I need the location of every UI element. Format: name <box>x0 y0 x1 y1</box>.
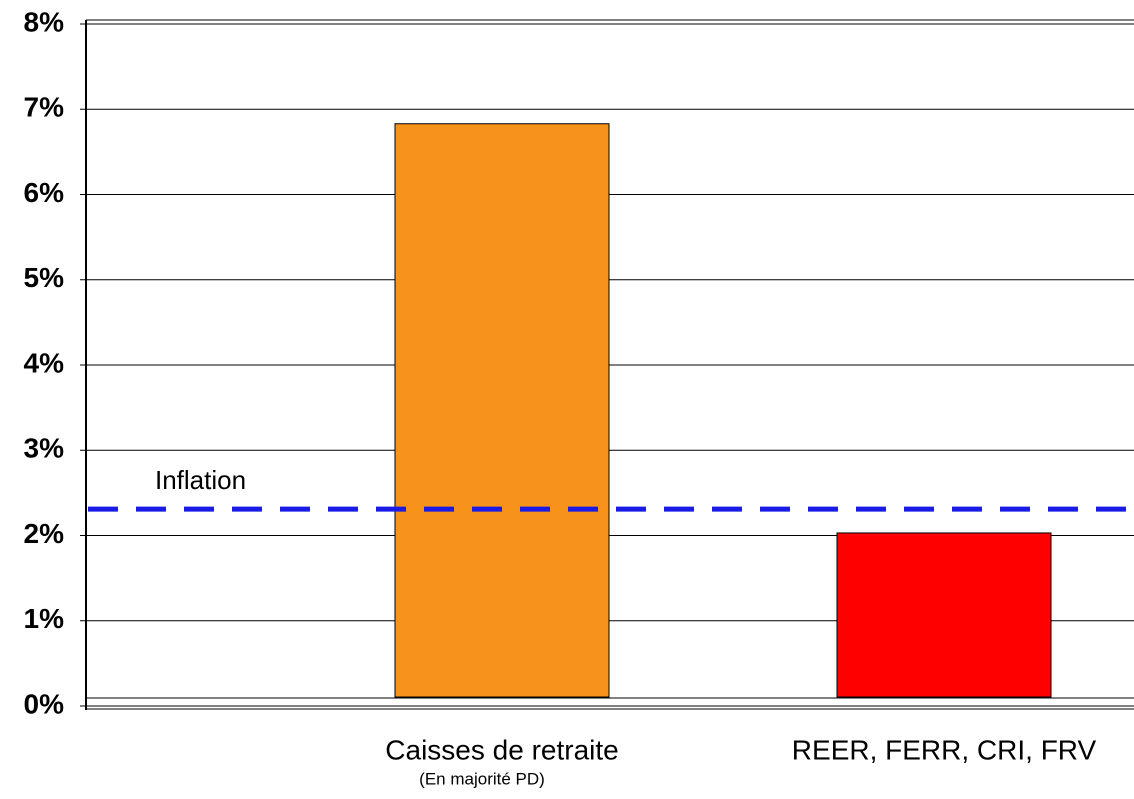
bar <box>836 532 1052 698</box>
bar <box>394 123 610 698</box>
y-tick-label: 4% <box>24 347 65 378</box>
y-tick-label: 5% <box>24 262 65 293</box>
y-tick-label: 2% <box>24 518 65 549</box>
y-tick-label: 6% <box>24 177 65 208</box>
y-tick-label: 7% <box>24 92 65 123</box>
reference-label: Inflation <box>155 465 246 495</box>
y-tick-label: 1% <box>24 603 65 634</box>
x-tick-note: (En majorité PD) <box>419 769 545 788</box>
y-tick-label: 3% <box>24 433 65 464</box>
x-tick-label: REER, FERR, CRI, FRV <box>792 734 1097 765</box>
y-tick-label: 8% <box>24 6 65 37</box>
y-tick-label: 0% <box>24 688 65 719</box>
x-tick-label: Caisses de retraite <box>385 734 618 765</box>
